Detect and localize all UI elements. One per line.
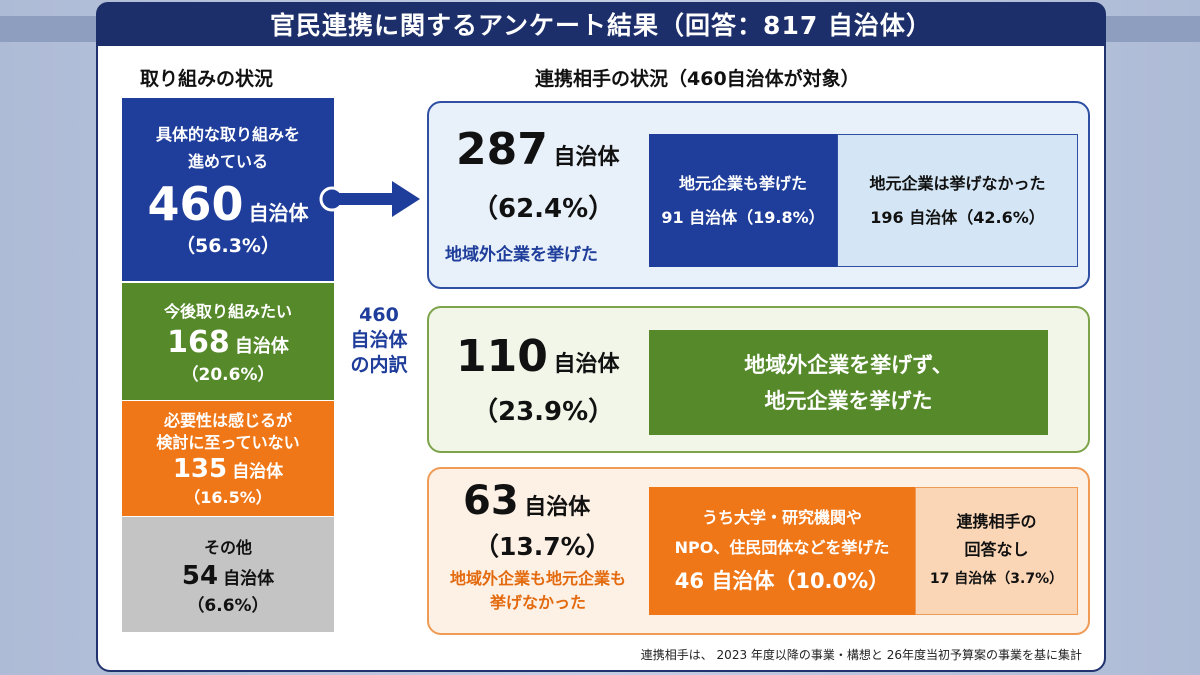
partner-pct: （62.4%） <box>472 194 615 224</box>
partner-label-line: 挙げなかった <box>489 593 586 612</box>
left-heading: 取り組みの状況 <box>140 68 274 90</box>
status-block-in-progress: 具体的な取り組みを 進めている 460 自治体 （56.3%） <box>122 98 334 281</box>
sub-box-also-local: 地元企業も挙げた 91 自治体（19.8%） <box>649 134 837 267</box>
status-count: 168 <box>167 325 230 360</box>
partner-unit: 自治体 <box>553 145 620 170</box>
breakdown-label: 460 自治体 の内訳 <box>336 303 422 378</box>
panel-local-count: 110 自治体 <box>456 331 619 382</box>
status-pct: （16.5%） <box>184 487 272 507</box>
status-label: 具体的な取り組みを <box>155 125 300 144</box>
partner-unit: 自治体 <box>524 495 591 520</box>
footnote: 連携相手は、 2023 年度以降の事業・構想と 26年度当初予算案の事業を基に集… <box>640 648 1082 662</box>
connector-arrow <box>319 181 420 217</box>
status-pct: （6.6%） <box>187 595 269 616</box>
status-label: 検討に至っていない <box>156 432 300 452</box>
sub-box-no-answer: 連携相手の 回答なし 17 自治体（3.7%） <box>915 487 1078 615</box>
panel-outside-count: 287 自治体 <box>456 124 619 175</box>
status-block-not-yet: 必要性は感じるが 検討に至っていない 135 自治体 （16.5%） <box>122 401 334 516</box>
partner-count: 63 <box>463 478 519 524</box>
status-label: 今後取り組みたい <box>163 302 292 321</box>
partner-label-line: 地域外企業も地元企業も <box>449 569 626 588</box>
status-block-want-to: 今後取り組みたい 168 自治体 （20.6%） <box>122 283 334 400</box>
status-label: 必要性は感じるが <box>163 410 292 430</box>
right-heading: 連携相手の状況（460自治体が対象） <box>535 68 860 90</box>
sub-box-label: うち大学・研究機関や <box>701 508 862 527</box>
status-pct: （56.3%） <box>176 235 280 257</box>
status-count: 460 <box>147 177 244 231</box>
infographic-title: 官民連携に関するアンケート結果（回答：817 自治体） <box>96 2 1106 46</box>
status-unit: 自治体 <box>232 461 284 482</box>
partner-label: 地域外企業も地元企業も 挙げなかった <box>432 567 644 615</box>
partner-pct: （13.7%） <box>474 532 611 561</box>
status-label: その他 <box>203 537 252 557</box>
status-unit: 自治体 <box>248 201 309 225</box>
sub-box-universities-npo: うち大学・研究機関や NPO、住民団体などを挙げた 46 自治体（10.0%） <box>649 487 915 615</box>
status-count: 135 <box>172 453 228 484</box>
status-unit: 自治体 <box>223 568 275 589</box>
partner-pct: （23.9%） <box>472 397 615 427</box>
panel-neither-count: 63 自治体 <box>463 478 590 524</box>
status-block-other: その他 54 自治体 （6.6%） <box>122 517 334 632</box>
local-only-box: 地域外企業を挙げず、 地元企業を挙げた <box>649 330 1048 435</box>
partner-count: 287 <box>456 124 548 175</box>
sub-box-label: 回答なし <box>964 540 1029 559</box>
partner-unit: 自治体 <box>553 352 620 377</box>
local-only-line: 地元企業を挙げた <box>764 388 933 413</box>
local-only-line: 地域外企業を挙げず、 <box>744 352 953 377</box>
sub-box-label: 地元企業も挙げた <box>678 173 807 193</box>
status-pct: （20.6%） <box>181 365 275 385</box>
breakdown-label-line: 460 <box>359 304 399 326</box>
sub-box-label: 地元企業は挙げなかった <box>869 173 1046 193</box>
sub-box-value: 196 自治体（42.6%） <box>870 207 1045 227</box>
status-label: 進めている <box>187 152 268 171</box>
partner-label: 地域外企業を挙げた <box>445 245 598 265</box>
sub-box-label: NPO、住民団体などを挙げた <box>674 538 890 557</box>
sub-box-no-local: 地元企業は挙げなかった 196 自治体（42.6%） <box>837 134 1078 267</box>
sub-box-value: 17 自治体（3.7%） <box>929 571 1064 587</box>
sub-box-label: 連携相手の <box>956 512 1037 531</box>
partner-count: 110 <box>456 331 548 382</box>
sub-box-value: 46 自治体（10.0%） <box>674 569 890 593</box>
status-count: 54 <box>181 560 219 591</box>
status-unit: 自治体 <box>234 336 289 357</box>
breakdown-label-line: の内訳 <box>350 354 408 376</box>
sub-box-value: 91 自治体（19.8%） <box>661 207 825 227</box>
breakdown-label-line: 自治体 <box>350 329 408 351</box>
